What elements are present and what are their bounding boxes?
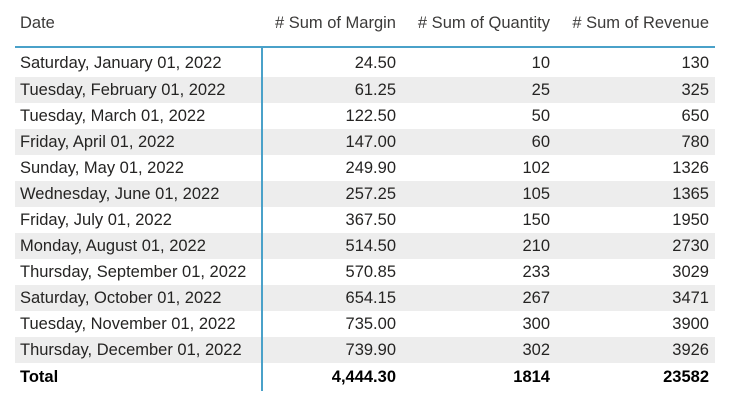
cell-sum-of-revenue: 650	[681, 106, 709, 125]
cell-sum-of-revenue: 2730	[556, 233, 715, 259]
total-margin: 4,444.30	[331, 367, 396, 386]
cell-sum-of-quantity: 210	[402, 233, 556, 259]
total-label: Total	[15, 363, 263, 391]
cell-sum-of-quantity: 302	[402, 337, 556, 363]
table-row[interactable]: Monday, August 01, 2022 514.50 210 2730	[15, 233, 715, 259]
cell-sum-of-quantity: 50	[531, 106, 550, 125]
cell-date: Friday, July 01, 2022	[15, 207, 263, 233]
cell-sum-of-margin: 122.50	[345, 106, 396, 125]
cell-sum-of-margin: 570.85	[345, 262, 396, 281]
column-header-date[interactable]: Date	[15, 0, 262, 48]
cell-sum-of-quantity: 10	[531, 54, 550, 72]
cell-sum-of-margin: 514.50	[262, 233, 402, 259]
cell-sum-of-revenue: 1365	[556, 181, 715, 207]
table-row[interactable]: Wednesday, June 01, 2022 257.25 105 1365	[15, 181, 715, 207]
cell-sum-of-quantity: 233	[522, 262, 550, 281]
cell-date: Friday, April 01, 2022	[15, 129, 263, 155]
cell-sum-of-revenue: 3029	[672, 262, 709, 281]
table-row[interactable]: Thursday, December 01, 2022 739.90 302 3926	[15, 337, 715, 363]
table-body: Saturday, January 01, 2022 24.50 10 130 Tues…	[15, 47, 715, 363]
column-header-sum-of-revenue[interactable]: # Sum of Revenue	[556, 0, 715, 48]
cell-date: Tuesday, March 01, 2022	[15, 103, 263, 129]
table-footer: Total 4,444.30 1814 23582	[15, 363, 715, 391]
cell-date: Saturday, October 01, 2022	[15, 285, 263, 311]
cell-sum-of-quantity: 102	[522, 158, 550, 177]
cell-sum-of-revenue: 325	[556, 77, 715, 103]
table-row[interactable]: Tuesday, March 01, 2022 122.50 50 650	[15, 103, 715, 129]
column-header-sum-of-quantity[interactable]: # Sum of Quantity	[402, 0, 556, 48]
cell-sum-of-revenue: 130	[681, 54, 709, 72]
table-row[interactable]: Sunday, May 01, 2022 249.90 102 1326	[15, 155, 715, 181]
table-row[interactable]: Tuesday, November 01, 2022 735.00 300 3900	[15, 311, 715, 337]
cell-date: Monday, August 01, 2022	[15, 233, 263, 259]
cell-sum-of-quantity: 60	[402, 129, 556, 155]
total-row: Total 4,444.30 1814 23582	[15, 363, 715, 391]
cell-sum-of-quantity: 300	[522, 314, 550, 333]
cell-sum-of-revenue: 3471	[556, 285, 715, 311]
cell-sum-of-margin: 61.25	[262, 77, 402, 103]
cell-date: Thursday, December 01, 2022	[15, 337, 263, 363]
cell-sum-of-margin: 257.25	[262, 181, 402, 207]
cell-sum-of-margin: 249.90	[345, 158, 396, 177]
cell-sum-of-quantity: 25	[402, 77, 556, 103]
table-row[interactable]: Saturday, January 01, 2022 24.50 10 130	[15, 47, 715, 77]
cell-sum-of-revenue: 1950	[672, 210, 709, 229]
cell-sum-of-margin: 147.00	[262, 129, 402, 155]
cell-sum-of-margin: 367.50	[345, 210, 396, 229]
cell-sum-of-quantity: 105	[402, 181, 556, 207]
total-revenue: 23582	[663, 367, 709, 386]
cell-date: Tuesday, November 01, 2022	[15, 311, 263, 337]
cell-sum-of-margin: 654.15	[262, 285, 402, 311]
column-header-sum-of-margin[interactable]: # Sum of Margin	[262, 0, 402, 48]
cell-date: Thursday, September 01, 2022	[15, 259, 263, 285]
table-row[interactable]: Saturday, October 01, 2022 654.15 267 3471	[15, 285, 715, 311]
data-table: Date # Sum of Margin # Sum of Quantity #…	[15, 0, 715, 391]
cell-sum-of-revenue: 3900	[672, 314, 709, 333]
cell-sum-of-margin: 739.90	[262, 337, 402, 363]
cell-sum-of-margin: 735.00	[345, 314, 396, 333]
cell-sum-of-revenue: 3926	[556, 337, 715, 363]
table-visual: Date # Sum of Margin # Sum of Quantity #…	[15, 0, 715, 412]
table-row[interactable]: Thursday, September 01, 2022 570.85 233 302…	[15, 259, 715, 285]
cell-date: Sunday, May 01, 2022	[15, 155, 263, 181]
cell-date: Saturday, January 01, 2022	[15, 47, 263, 77]
header-row: Date # Sum of Margin # Sum of Quantity #…	[15, 0, 715, 48]
table-row[interactable]: Friday, July 01, 2022 367.50 150 1950	[15, 207, 715, 233]
cell-date: Wednesday, June 01, 2022	[15, 181, 263, 207]
cell-sum-of-revenue: 1326	[672, 158, 709, 177]
cell-sum-of-quantity: 267	[402, 285, 556, 311]
table-header: Date # Sum of Margin # Sum of Quantity #…	[15, 0, 715, 48]
cell-sum-of-revenue: 780	[556, 129, 715, 155]
table-row[interactable]: Friday, April 01, 2022 147.00 60 780	[15, 129, 715, 155]
total-quantity: 1814	[513, 367, 550, 386]
cell-date: Tuesday, February 01, 2022	[15, 77, 263, 103]
cell-sum-of-quantity: 150	[522, 210, 550, 229]
table-row[interactable]: Tuesday, February 01, 2022 61.25 25 325	[15, 77, 715, 103]
cell-sum-of-margin: 24.50	[354, 54, 396, 72]
